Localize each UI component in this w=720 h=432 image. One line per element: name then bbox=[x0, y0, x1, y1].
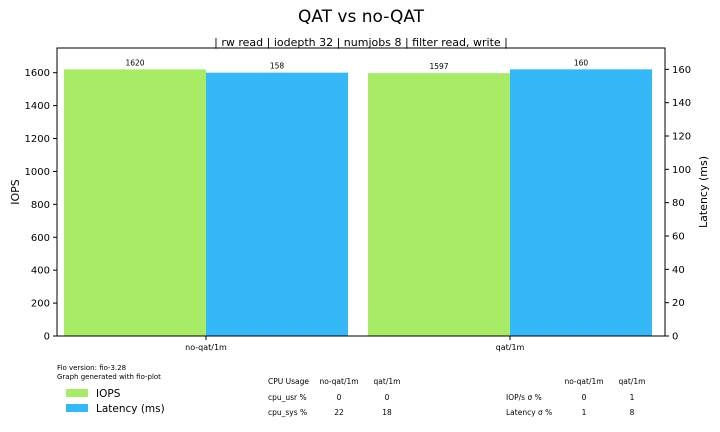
std-row1-v1: 1 bbox=[582, 408, 587, 417]
y2-tick-label: 100 bbox=[672, 165, 691, 176]
y-tick-label: 1400 bbox=[25, 101, 50, 112]
y2-tick-label: 120 bbox=[672, 132, 691, 143]
cpu-row0-label: cpu_usr % bbox=[268, 393, 307, 402]
std-row1-v2: 8 bbox=[630, 408, 635, 417]
cpu-header-2: qat/1m bbox=[374, 377, 401, 386]
std-row1-label: Latency σ % bbox=[506, 408, 552, 417]
y-tick-label: 0 bbox=[44, 332, 50, 343]
y2-tick-label: 160 bbox=[672, 65, 691, 76]
bar-iops-1 bbox=[368, 73, 510, 336]
cpu-usage-table: CPU Usage no-qat/1m qat/1m cpu_usr % 0 0… bbox=[268, 377, 400, 417]
legend-swatch-iops bbox=[66, 389, 88, 397]
chart-title: QAT vs no-QAT bbox=[298, 7, 425, 27]
y2-tick-label: 60 bbox=[672, 232, 685, 243]
data-label: 1620 bbox=[125, 58, 144, 67]
cpu-row1-label: cpu_sys % bbox=[268, 408, 307, 417]
std-row0-v1: 0 bbox=[582, 393, 587, 402]
chart-subtitle: | rw read | iodepth 32 | numjobs 8 | fil… bbox=[214, 36, 508, 49]
std-header-1: no-qat/1m bbox=[564, 377, 603, 386]
x-tick-label: qat/1m bbox=[496, 343, 525, 352]
y-tick-label: 1600 bbox=[25, 68, 50, 79]
cpu-row0-v2: 0 bbox=[385, 393, 390, 402]
y2-tick-label: 0 bbox=[672, 332, 678, 343]
cpu-row1-v2: 18 bbox=[382, 408, 392, 417]
cpu-header-0: CPU Usage bbox=[268, 377, 309, 386]
data-label: 158 bbox=[270, 62, 285, 71]
std-row0-label: IOP/s σ % bbox=[506, 393, 542, 402]
data-label: 160 bbox=[574, 58, 589, 67]
cpu-row1-v1: 22 bbox=[334, 408, 344, 417]
y2-axis-label: Latency (ms) bbox=[697, 156, 710, 228]
cpu-row0-v1: 0 bbox=[337, 393, 342, 402]
legend-label-iops: IOPS bbox=[96, 388, 121, 400]
y-tick-label: 1200 bbox=[25, 134, 50, 145]
legend-swatch-latency bbox=[66, 404, 88, 412]
fio-plot-credit: Graph generated with fio-plot bbox=[57, 373, 161, 381]
bar-latency-1 bbox=[510, 69, 652, 336]
y2-tick-label: 20 bbox=[672, 298, 685, 309]
std-header-2: qat/1m bbox=[619, 377, 646, 386]
y-tick-label: 200 bbox=[31, 299, 50, 310]
fio-version: Fio version: fio-3.28 bbox=[57, 364, 126, 372]
y-tick-label: 800 bbox=[31, 200, 50, 211]
y2-tick-label: 140 bbox=[672, 98, 691, 109]
y-axis-label: IOPS bbox=[9, 179, 22, 205]
legend-label-latency: Latency (ms) bbox=[96, 403, 165, 415]
stddev-table: no-qat/1m qat/1m IOP/s σ % 0 1 Latency σ… bbox=[506, 377, 645, 417]
x-tick-label: no-qat/1m bbox=[185, 343, 227, 352]
y-tick-label: 1000 bbox=[25, 167, 50, 178]
bar-iops-0 bbox=[64, 69, 206, 336]
data-label: 1597 bbox=[429, 62, 448, 71]
y2-tick-label: 80 bbox=[672, 198, 685, 209]
bar-latency-0 bbox=[206, 72, 348, 337]
y-tick-label: 400 bbox=[31, 266, 50, 277]
y2-tick-label: 40 bbox=[672, 265, 685, 276]
y-tick-label: 600 bbox=[31, 233, 50, 244]
plot-frame bbox=[56, 47, 666, 337]
cpu-header-1: no-qat/1m bbox=[319, 377, 358, 386]
std-row0-v2: 1 bbox=[630, 393, 635, 402]
